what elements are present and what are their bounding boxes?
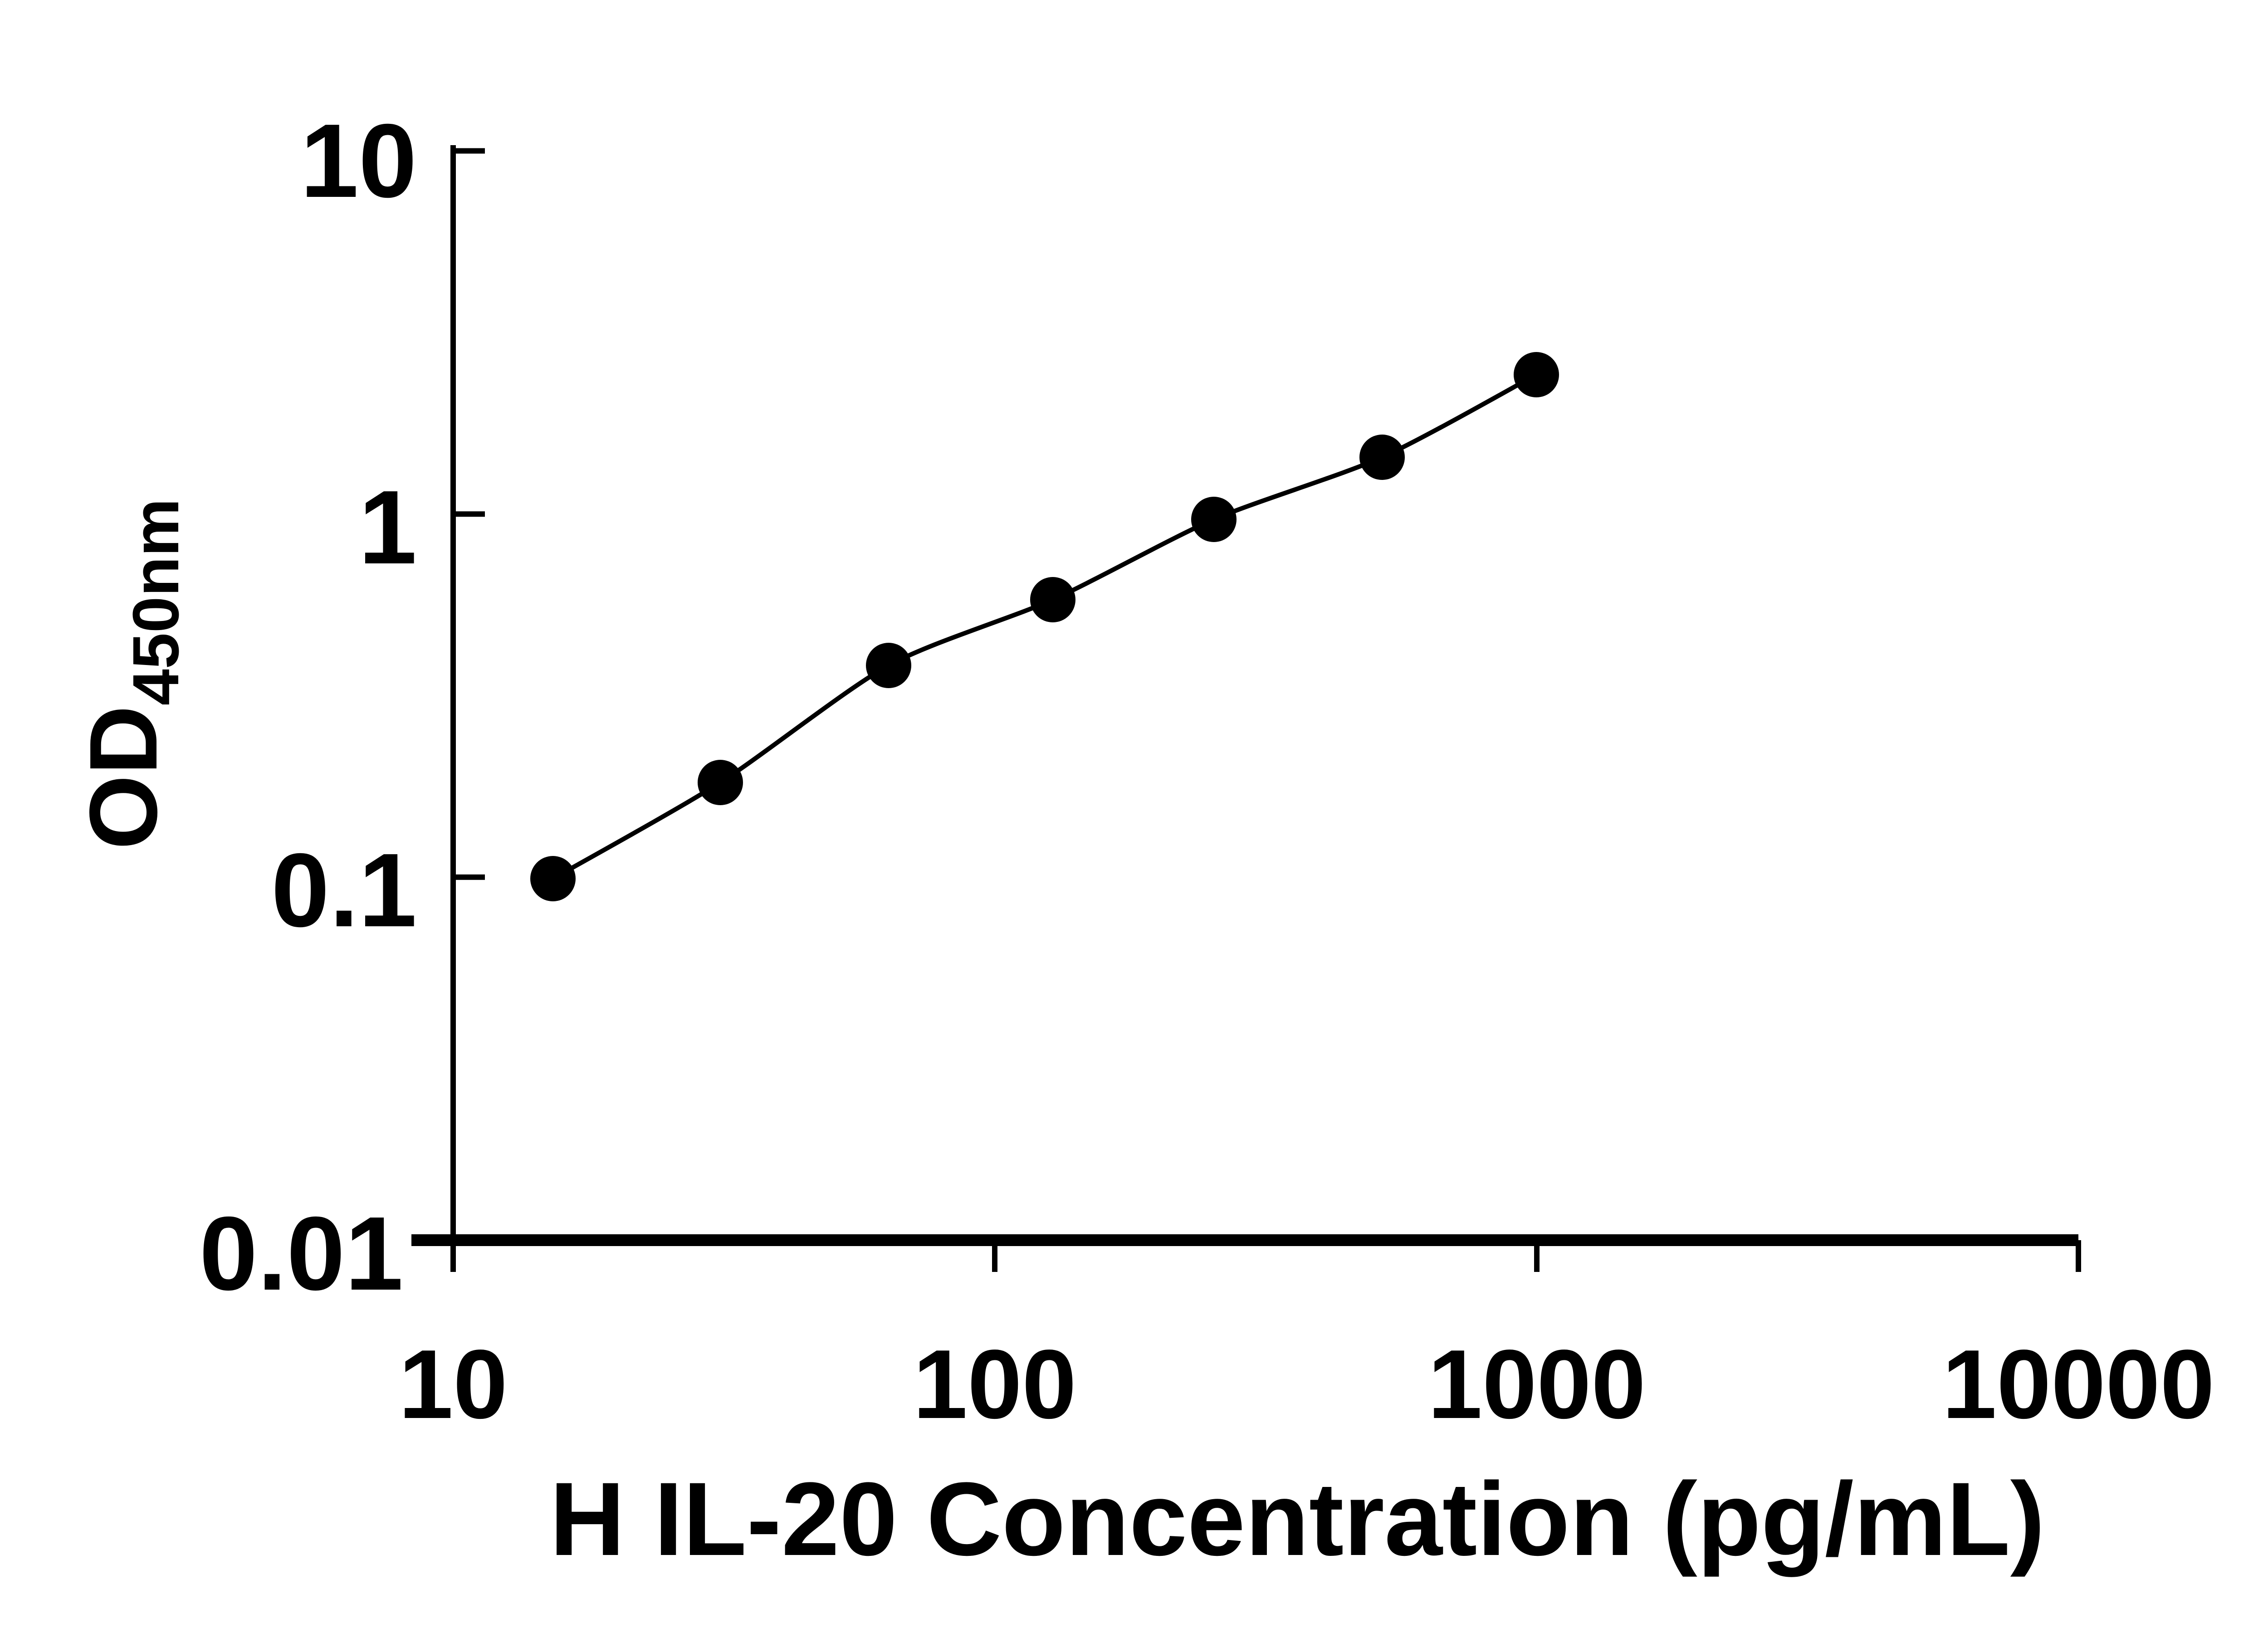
svg-text:0.1: 0.1 <box>271 831 417 949</box>
svg-text:0.01: 0.01 <box>199 1195 403 1312</box>
svg-text:10: 10 <box>399 1329 508 1439</box>
svg-text:1: 1 <box>359 469 417 586</box>
svg-text:10: 10 <box>300 102 417 219</box>
svg-text:100: 100 <box>913 1329 1076 1439</box>
svg-text:H IL-20 Concentration (pg/mL): H IL-20 Concentration (pg/mL) <box>550 1461 2045 1577</box>
svg-text:10000: 10000 <box>1942 1329 2215 1439</box>
svg-text:1000: 1000 <box>1428 1329 1646 1439</box>
